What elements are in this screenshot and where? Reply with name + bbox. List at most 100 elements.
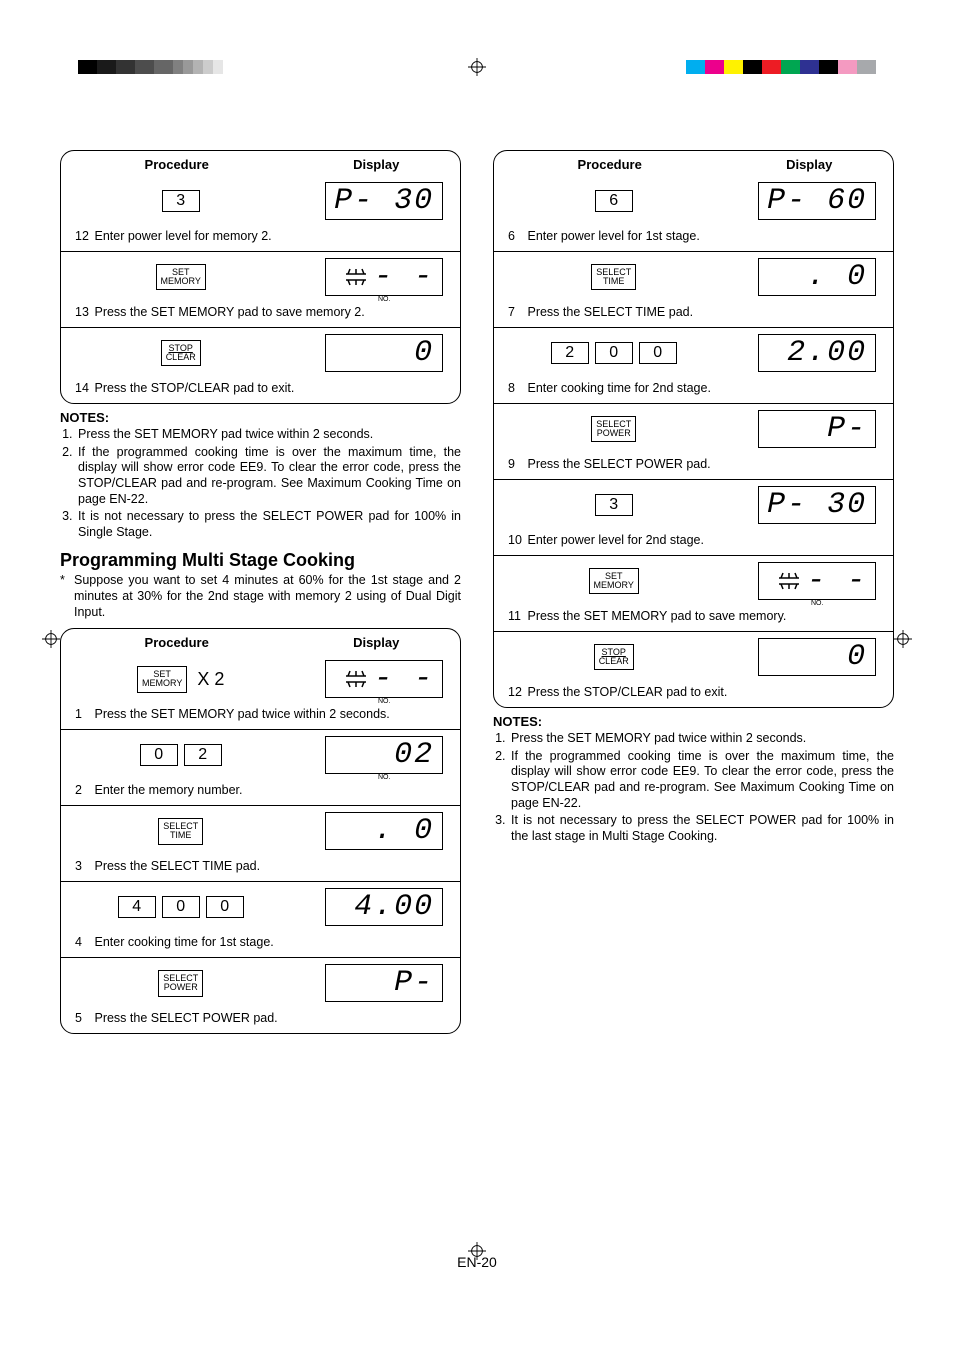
header-procedure: Procedure	[61, 157, 292, 172]
section-title: Programming Multi Stage Cooking	[60, 550, 461, 571]
display-box: P-	[758, 410, 876, 448]
header-procedure: Procedure	[61, 635, 292, 650]
step-caption: Enter cooking time for 1st stage.	[94, 935, 273, 949]
display-value: P-	[394, 968, 434, 998]
page-number: EN-20	[0, 1254, 954, 1270]
procedure-step: SELECTPOWER P- 5 Press the SELECT POWER …	[61, 957, 460, 1033]
step-number: 11	[508, 609, 524, 624]
procedure-step: SETMEMORY - -NO. 13 Press the SET MEMORY…	[61, 251, 460, 327]
registration-mark-right	[894, 630, 912, 648]
step-number: 3	[75, 859, 91, 874]
note-item: If the programmed cooking time is over t…	[76, 445, 461, 508]
select-time-pad: SELECTTIME	[591, 264, 636, 291]
select-time-pad: SELECTTIME	[158, 818, 203, 845]
display-box: 2.00	[758, 334, 876, 372]
display-box: - -NO.	[325, 258, 443, 296]
keypad-digit: 0	[206, 896, 244, 918]
set-memory-pad: SETMEMORY	[156, 264, 206, 291]
no-label: NO.	[378, 698, 390, 705]
display-box: - -NO.	[325, 660, 443, 698]
procedure-step: SELECTPOWER P- 9 Press the SELECT POWER …	[494, 403, 893, 479]
step-number: 8	[508, 381, 524, 396]
notes-list-2: Press the SET MEMORY pad twice within 2 …	[493, 731, 894, 844]
display-value: . 0	[374, 816, 434, 846]
procedure-step: 3 P- 30 12 Enter power level for memory …	[61, 176, 460, 251]
procedure-step: SETMEMORYX 2 - -NO. 1 Press the SET MEMO…	[61, 654, 460, 729]
step-number: 1	[75, 707, 91, 722]
display-value: P-	[827, 414, 867, 444]
note-item: It is not necessary to press the SELECT …	[509, 813, 894, 844]
display-value: 0	[414, 338, 434, 368]
display-box: . 0	[325, 812, 443, 850]
notes-heading: NOTES:	[60, 410, 461, 425]
procedure-box-right: Procedure Display 6 P- 60 6 Enter power …	[493, 150, 894, 708]
keypad-digit: 3	[595, 494, 633, 516]
keypad-digit: 0	[162, 896, 200, 918]
display-box: 4.00	[325, 888, 443, 926]
step-caption: Enter power level for 1st stage.	[527, 229, 699, 243]
no-label: NO.	[378, 774, 390, 781]
step-caption: Press the STOP/CLEAR pad to exit.	[94, 381, 294, 395]
notes-heading: NOTES:	[493, 714, 894, 729]
step-caption: Press the STOP/CLEAR pad to exit.	[527, 685, 727, 699]
procedure-step: 6 P- 60 6 Enter power level for 1st stag…	[494, 176, 893, 251]
keypad-digit: 0	[639, 342, 677, 364]
section-intro: * Suppose you want to set 4 minutes at 6…	[60, 573, 461, 620]
step-caption: Enter the memory number.	[94, 783, 242, 797]
set-memory-pad: SETMEMORY	[137, 666, 187, 693]
note-item: It is not necessary to press the SELECT …	[76, 509, 461, 540]
stop-clear-pad: STOPCLEAR	[594, 644, 634, 671]
step-number: 4	[75, 935, 91, 950]
display-value: P- 30	[334, 186, 434, 216]
stop-clear-pad: STOPCLEAR	[161, 340, 201, 367]
step-number: 14	[75, 381, 91, 396]
x2-label: X 2	[197, 669, 224, 690]
header-display: Display	[725, 157, 893, 172]
procedure-step: SETMEMORY - -NO. 11 Press the SET MEMORY…	[494, 555, 893, 631]
note-item: If the programmed cooking time is over t…	[509, 749, 894, 812]
step-caption: Press the SELECT TIME pad.	[527, 305, 693, 319]
display-value: P- 60	[767, 186, 867, 216]
header-display: Display	[292, 157, 460, 172]
display-value: 02	[394, 740, 434, 770]
display-box: 02NO.	[325, 736, 443, 774]
header-procedure: Procedure	[494, 157, 725, 172]
display-box: 0	[325, 334, 443, 372]
note-item: Press the SET MEMORY pad twice within 2 …	[509, 731, 894, 747]
memory-icon	[775, 570, 803, 592]
display-box: P- 30	[325, 182, 443, 220]
procedure-step: 400 4.00 4 Enter cooking time for 1st st…	[61, 881, 460, 957]
display-value: P- 30	[767, 490, 867, 520]
color-bar-left	[78, 60, 223, 74]
step-number: 5	[75, 1011, 91, 1026]
step-number: 2	[75, 783, 91, 798]
step-number: 7	[508, 305, 524, 320]
asterisk: *	[60, 573, 74, 620]
left-column: Procedure Display 3 P- 30 12 Enter power…	[60, 150, 461, 1040]
registration-mark-top	[468, 58, 486, 76]
right-column: Procedure Display 6 P- 60 6 Enter power …	[493, 150, 894, 1040]
memory-icon	[342, 668, 370, 690]
step-number: 9	[508, 457, 524, 472]
step-number: 12	[75, 229, 91, 244]
page: Procedure Display 3 P- 30 12 Enter power…	[0, 0, 954, 1350]
no-label: NO.	[811, 600, 823, 607]
display-box: - -NO.	[758, 562, 876, 600]
step-caption: Enter power level for 2nd stage.	[527, 533, 704, 547]
procedure-box-top-left: Procedure Display 3 P- 30 12 Enter power…	[60, 150, 461, 404]
header-display: Display	[292, 635, 460, 650]
display-box: . 0	[758, 258, 876, 296]
table-header: Procedure Display	[494, 151, 893, 176]
display-box: 0	[758, 638, 876, 676]
keypad-digit: 4	[118, 896, 156, 918]
display-value: 4.00	[354, 892, 434, 922]
step-caption: Press the SET MEMORY pad to save memory …	[94, 305, 364, 319]
step-caption: Enter power level for memory 2.	[94, 229, 271, 243]
step-caption: Enter cooking time for 2nd stage.	[527, 381, 710, 395]
memory-icon	[342, 266, 370, 288]
table-header: Procedure Display	[61, 629, 460, 654]
note-item: Press the SET MEMORY pad twice within 2 …	[76, 427, 461, 443]
display-value: 0	[847, 642, 867, 672]
keypad-digit: 6	[595, 190, 633, 212]
keypad-digit: 3	[162, 190, 200, 212]
